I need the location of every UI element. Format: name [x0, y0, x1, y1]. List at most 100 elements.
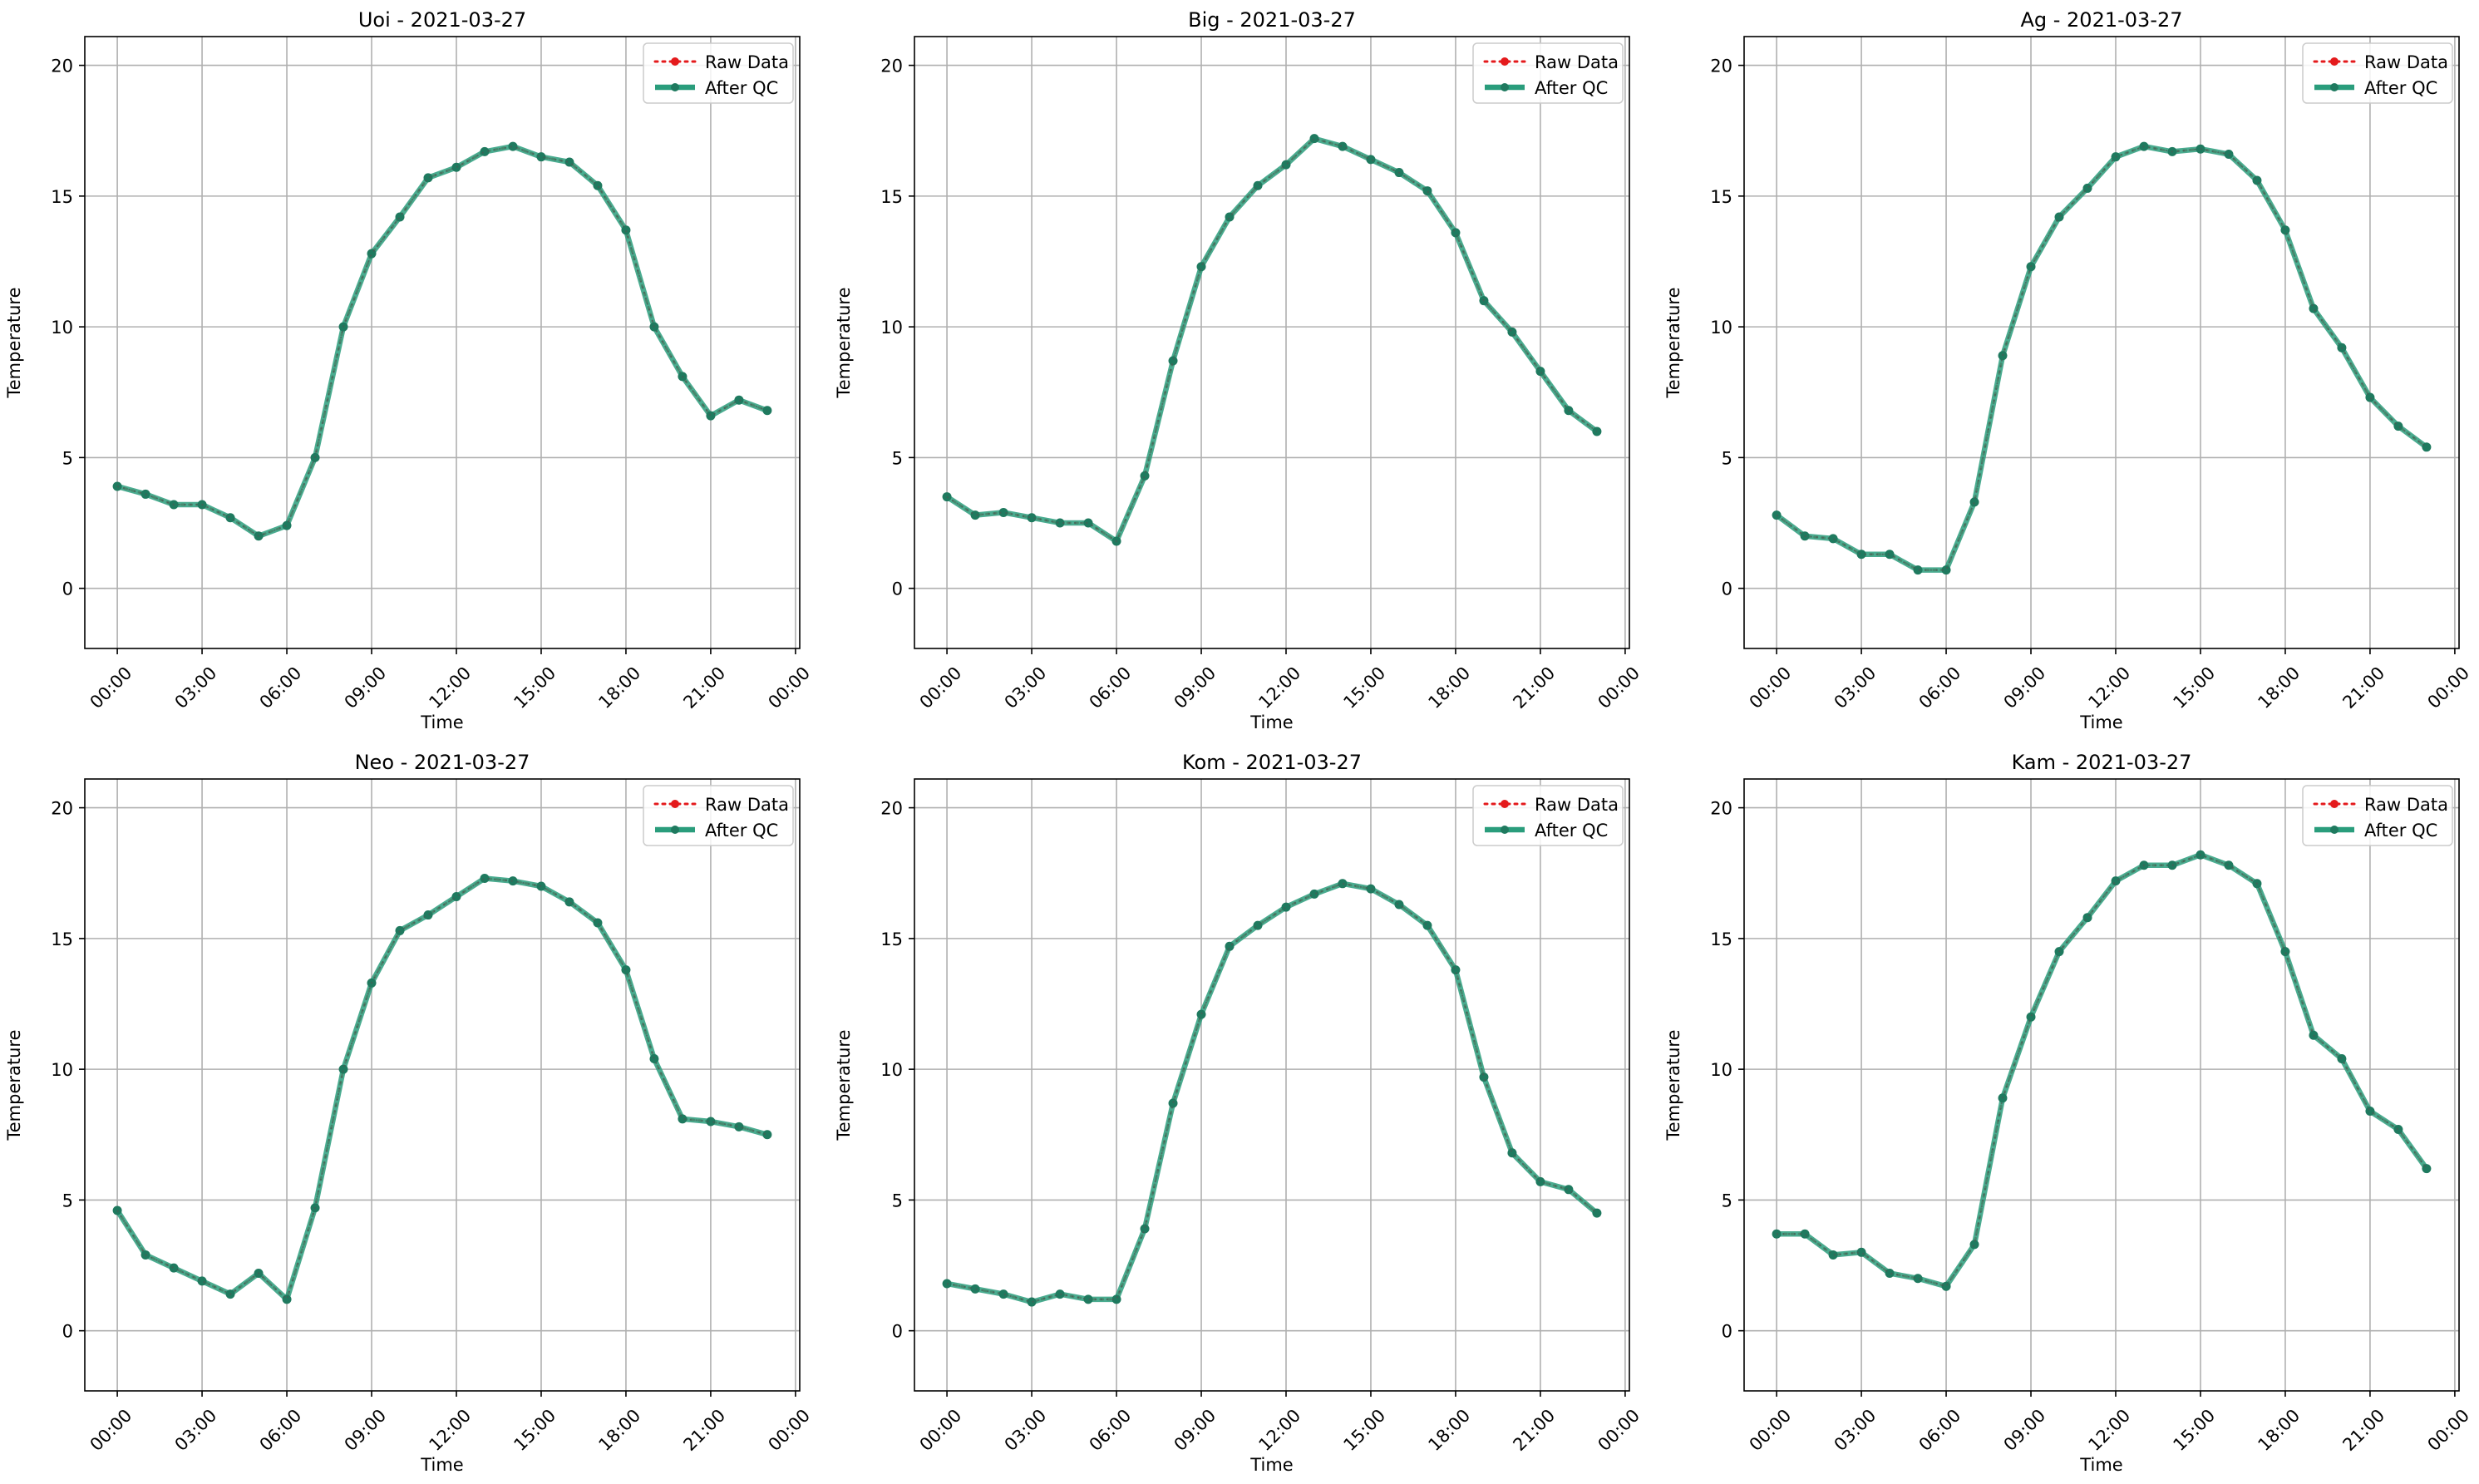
raw-data-overlay [946, 137, 1598, 543]
legend-qc-marker [671, 826, 679, 834]
raw-data-overlay [946, 882, 1598, 1304]
legend-qc-marker [2330, 83, 2339, 91]
after-qc-point [1338, 141, 1348, 151]
after-qc-point [282, 1294, 292, 1304]
after-qc-point [2082, 913, 2092, 923]
after-qc-point [112, 481, 122, 491]
after-qc-point [706, 411, 716, 421]
x-tick-label: 15:00 [2169, 663, 2219, 712]
legend-raw-label: Raw Data [705, 795, 789, 815]
x-tick-label: 21:00 [2339, 663, 2388, 712]
after-qc-point [1027, 513, 1037, 523]
subplot-title: Kom - 2021-03-27 [1182, 751, 1362, 774]
after-qc-point [1027, 1297, 1037, 1307]
x-tick-label: 06:00 [1086, 663, 1136, 712]
legend-qc-label: After QC [705, 78, 778, 98]
after-qc-point [564, 897, 574, 907]
raw-data-line [945, 882, 1599, 1304]
x-tick-label: 00:00 [1594, 1405, 1644, 1455]
y-tick-label: 5 [1722, 1191, 1732, 1210]
x-tick-label: 12:00 [2085, 1405, 2135, 1455]
y-tick-label: 15 [51, 187, 73, 207]
after-qc-point [1828, 1250, 1838, 1260]
x-tick-label: 15:00 [1339, 1405, 1389, 1455]
after-qc-point [1055, 1289, 1065, 1299]
after-qc-point [621, 225, 631, 235]
after-qc-point [1885, 550, 1895, 560]
after-qc-point [1507, 1148, 1517, 1158]
x-tick-label: 12:00 [426, 663, 476, 712]
after-qc-point [508, 876, 518, 886]
y-axis-label: Temperature [834, 1029, 854, 1141]
y-tick-label: 0 [1722, 579, 1732, 599]
after-qc-point [2054, 212, 2064, 222]
y-tick-label: 15 [880, 187, 903, 207]
after-qc-point [1140, 471, 1150, 481]
subplot: Neo - 2021-03-27 0 5 10 15 20 00:00 03:00 06:00 0… [4, 751, 814, 1475]
y-tick-label: 20 [880, 57, 903, 76]
subplot-title: Uoi - 2021-03-27 [358, 8, 526, 32]
y-tick-label: 15 [1710, 187, 1732, 207]
after-qc-point [942, 492, 952, 502]
raw-data-line [116, 145, 769, 538]
after-qc-point [970, 1284, 980, 1294]
after-qc-point [1281, 902, 1291, 912]
after-qc-point [395, 925, 405, 935]
x-axis-label: Time [1249, 712, 1293, 732]
y-tick-label: 0 [892, 579, 903, 599]
legend: Raw Data After QC [2302, 785, 2453, 846]
x-tick-label: 00:00 [2423, 1405, 2473, 1455]
x-tick-label: 03:00 [1831, 663, 1880, 712]
x-axis-label: Time [2079, 712, 2122, 732]
x-tick-label: 21:00 [679, 1405, 729, 1455]
after-qc-point [1309, 889, 1319, 899]
after-qc-point [1366, 155, 1376, 165]
x-tick-label: 00:00 [86, 1405, 136, 1455]
after-qc-line [1773, 143, 2430, 573]
legend-qc-marker [2330, 826, 2339, 834]
after-qc-point [2280, 947, 2290, 957]
after-qc-point [1225, 941, 1235, 951]
after-qc-point [1196, 262, 1206, 272]
x-tick-label: 00:00 [916, 663, 966, 712]
y-axis-label: Temperature [834, 287, 854, 398]
subplot: Uoi - 2021-03-27 0 5 10 15 20 00:00 03:00 06:00 0… [4, 8, 814, 732]
after-qc-point [282, 520, 292, 530]
legend-qc-marker [671, 83, 679, 91]
after-qc-point [1856, 550, 1866, 560]
x-tick-label: 00:00 [916, 1405, 966, 1455]
after-qc-point [2252, 175, 2262, 185]
legend-qc-marker [1501, 83, 1509, 91]
legend-qc-label: After QC [2364, 78, 2437, 98]
after-qc-point [1083, 1294, 1093, 1304]
x-tick-label: 12:00 [2085, 663, 2135, 712]
legend: Raw Data After QC [1472, 785, 1624, 846]
after-qc-point [2337, 1054, 2347, 1064]
x-tick-label: 09:00 [2000, 1405, 2050, 1455]
legend: Raw Data After QC [643, 785, 794, 846]
x-tick-label: 03:00 [1001, 1405, 1051, 1455]
after-qc-point [1592, 426, 1602, 436]
y-axis-label: Temperature [4, 1029, 24, 1141]
subplot-title: Ag - 2021-03-27 [2020, 8, 2182, 32]
y-tick-label: 0 [1722, 1322, 1732, 1342]
x-tick-label: 15:00 [510, 663, 559, 712]
after-qc-point [1772, 510, 1782, 520]
axes-frame [1743, 36, 2460, 649]
after-qc-point [1055, 518, 1065, 528]
y-axis-label: Temperature [1663, 1029, 1683, 1141]
after-qc-point [593, 918, 603, 928]
x-tick-label: 06:00 [256, 663, 306, 712]
after-qc-point [762, 1130, 772, 1140]
after-qc-point [451, 162, 461, 172]
y-tick-label: 10 [51, 1060, 73, 1080]
after-qc-point [338, 1064, 348, 1074]
x-tick-label: 00:00 [764, 663, 814, 712]
after-qc-point [593, 180, 603, 190]
x-tick-label: 15:00 [1339, 663, 1389, 712]
after-qc-point [734, 1122, 744, 1131]
subplot: Big - 2021-03-27 0 5 10 15 20 00:00 03:00 06:00 0… [834, 8, 1644, 732]
legend-qc-label: After QC [1535, 78, 1608, 98]
raw-data-overlay [1776, 145, 2427, 571]
after-qc-point [2224, 860, 2234, 870]
